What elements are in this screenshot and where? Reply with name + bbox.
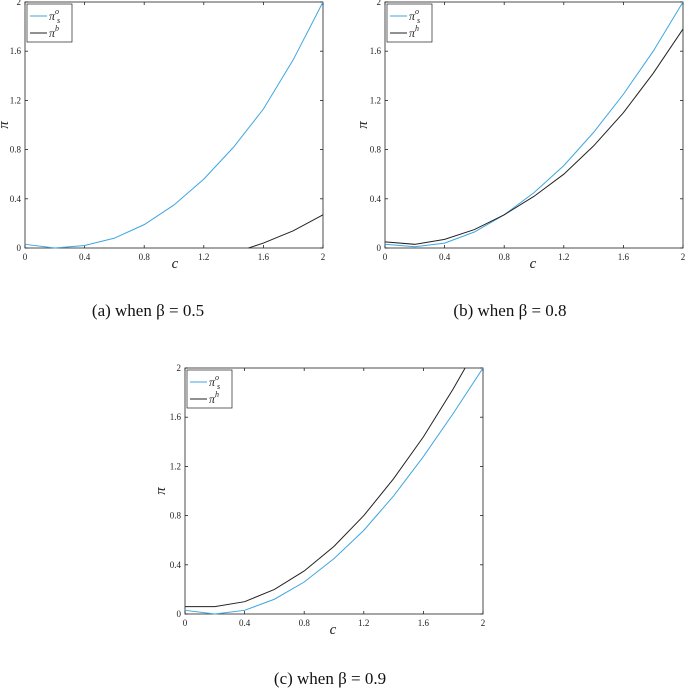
x-tick-label: 2 (321, 252, 326, 262)
plot-area (184, 367, 484, 615)
x-tick-label: 0.8 (299, 618, 311, 628)
legend-label: πo s (209, 373, 220, 391)
y-tick-label: 1.2 (370, 95, 381, 105)
legend-base: π (49, 26, 56, 40)
legend-base: π (209, 375, 216, 389)
x-tick-label: 0.4 (239, 618, 251, 628)
y-tick-label: 0.8 (370, 145, 382, 155)
line-series (184, 367, 484, 615)
legend-sub: s (217, 382, 220, 391)
y-tick-label: 2 (17, 0, 22, 7)
legend-label: πh (209, 390, 219, 406)
x-axis-label: c (530, 256, 537, 272)
line-series (24, 1, 324, 249)
y-tick-label: 0.4 (170, 560, 182, 570)
y-tick-label: 1.6 (370, 46, 382, 56)
legend-base: π (409, 9, 416, 23)
y-tick-label: 1.6 (10, 46, 22, 56)
line-series (185, 367, 466, 608)
y-axis-label: π (153, 487, 169, 495)
x-axis-label: c (172, 256, 179, 272)
legend-label: πo s (409, 7, 420, 25)
legend-sup: o (415, 7, 419, 16)
line-series (248, 214, 324, 249)
x-tick-label: 1.2 (198, 252, 209, 262)
y-tick-label: 0 (377, 243, 382, 253)
y-tick-label: 1.6 (170, 412, 182, 422)
y-tick-label: 0.8 (10, 145, 22, 155)
legend-sup: o (55, 7, 59, 16)
x-tick-label: 0 (383, 252, 388, 262)
caption: (b) when β = 0.8 (453, 301, 566, 320)
y-tick-label: 0.8 (170, 511, 182, 521)
y-tick-label: 2 (177, 363, 182, 373)
line-series (384, 1, 684, 248)
x-tick-label: 2 (481, 618, 486, 628)
line-series (384, 28, 684, 245)
legend-box (386, 3, 433, 43)
y-axis-label: π (355, 121, 371, 129)
x-tick-label: 1.6 (418, 618, 430, 628)
x-tick-label: 0.4 (79, 252, 91, 262)
x-tick-label: 2 (681, 252, 685, 262)
x-tick-label: 1.2 (358, 618, 369, 628)
x-axis-label: c (330, 622, 337, 638)
legend-box (26, 3, 73, 43)
y-tick-label: 0.4 (10, 194, 22, 204)
plot-area (24, 1, 324, 249)
legend-box (186, 369, 233, 409)
legend-sup: b (55, 24, 59, 33)
y-tick-label: 2 (377, 0, 382, 7)
x-tick-label: 0.8 (499, 252, 511, 262)
plot-area (384, 1, 684, 249)
legend-base: π (409, 26, 416, 40)
x-tick-label: 1.6 (258, 252, 270, 262)
y-axis-label: π (0, 121, 12, 129)
legend-sup: o (215, 373, 219, 382)
x-tick-label: 1.6 (618, 252, 630, 262)
legend-sub: s (417, 16, 420, 25)
legend-label: πh (409, 24, 419, 40)
caption: (a) when β = 0.5 (92, 301, 204, 320)
y-tick-label: 0.4 (370, 194, 382, 204)
legend-label: πo s (49, 7, 60, 25)
x-tick-label: 1.2 (558, 252, 569, 262)
x-tick-label: 0.8 (139, 252, 151, 262)
x-tick-label: 0.4 (439, 252, 451, 262)
legend-base: π (209, 392, 216, 406)
y-tick-label: 0 (17, 243, 22, 253)
y-tick-label: 1.2 (10, 95, 21, 105)
legend-sup: h (215, 390, 219, 399)
caption: (c) when β = 0.9 (274, 669, 386, 688)
legend-base: π (49, 9, 56, 23)
x-tick-label: 0 (183, 618, 188, 628)
y-tick-label: 0 (177, 609, 182, 619)
legend-sup: h (415, 24, 419, 33)
y-tick-label: 1.2 (170, 461, 181, 471)
x-tick-label: 0 (23, 252, 28, 262)
legend-sub: s (57, 16, 60, 25)
legend-label: πb (49, 24, 59, 40)
